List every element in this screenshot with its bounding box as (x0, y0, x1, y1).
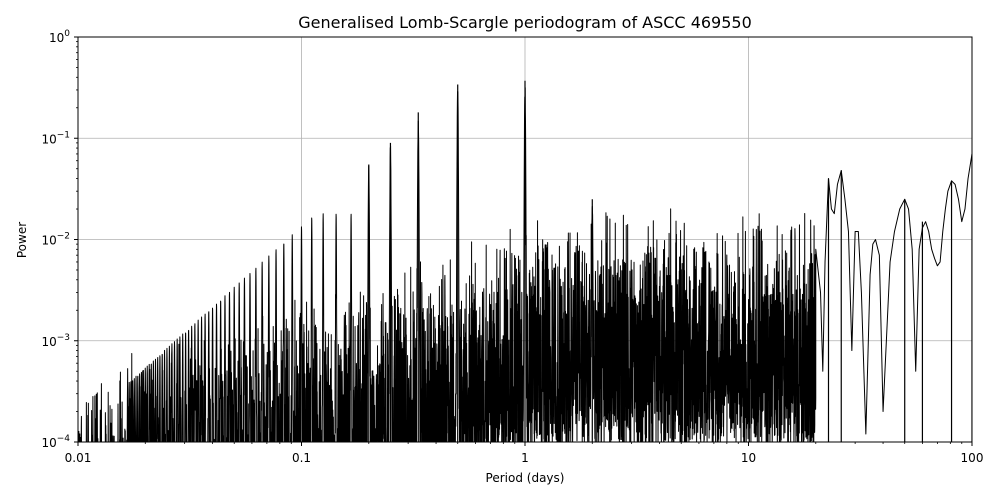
periodogram-series-line (78, 87, 972, 442)
series-layer (78, 80, 972, 442)
y-axis-ticks: 10−4 10−3 10−2 10−1 100 (41, 29, 78, 450)
y-tick-label: 10−2 (41, 232, 70, 248)
chart-title: Generalised Lomb-Scargle periodogram of … (298, 13, 752, 32)
x-tick-label: 0.1 (292, 451, 311, 465)
y-tick-label: 10−4 (41, 434, 70, 450)
x-tick-label: 0.01 (65, 451, 92, 465)
y-tick-label: 100 (49, 29, 70, 45)
y-tick-label: 10−3 (41, 333, 70, 349)
x-tick-label: 100 (961, 451, 984, 465)
x-tick-label: 10 (741, 451, 756, 465)
x-axis-label: Period (days) (486, 471, 565, 485)
y-tick-label: 10−1 (41, 130, 70, 146)
y-axis-label: Power (15, 222, 29, 258)
x-axis-ticks: 0.01 0.1 1 10 100 (65, 442, 984, 465)
x-tick-label: 1 (521, 451, 529, 465)
